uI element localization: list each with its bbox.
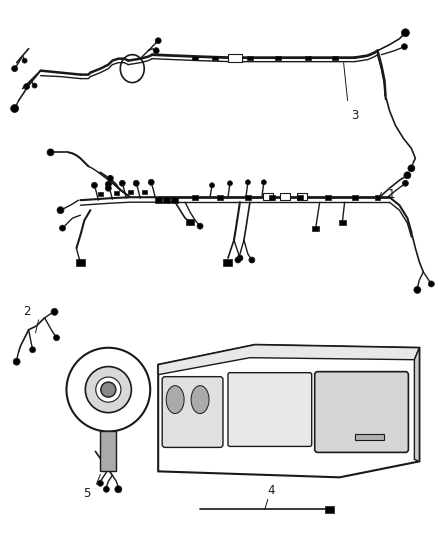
Circle shape bbox=[133, 180, 139, 186]
Circle shape bbox=[148, 179, 154, 185]
Circle shape bbox=[197, 223, 203, 229]
Circle shape bbox=[85, 367, 131, 413]
Circle shape bbox=[414, 286, 421, 293]
Circle shape bbox=[96, 377, 121, 402]
Bar bbox=[217, 195, 223, 200]
Circle shape bbox=[153, 47, 159, 54]
Circle shape bbox=[428, 281, 434, 287]
Circle shape bbox=[235, 257, 241, 263]
Circle shape bbox=[51, 309, 58, 316]
Circle shape bbox=[106, 185, 111, 191]
Circle shape bbox=[237, 255, 243, 261]
Bar bbox=[355, 434, 385, 440]
Bar bbox=[352, 195, 357, 200]
Circle shape bbox=[209, 183, 215, 188]
Bar bbox=[186, 219, 194, 225]
Bar bbox=[142, 190, 147, 194]
Bar bbox=[223, 259, 233, 265]
Circle shape bbox=[408, 165, 415, 172]
Bar bbox=[325, 195, 331, 200]
Bar bbox=[297, 193, 307, 200]
FancyBboxPatch shape bbox=[314, 372, 408, 453]
Text: 1: 1 bbox=[388, 188, 395, 201]
Circle shape bbox=[30, 347, 35, 353]
Bar bbox=[339, 220, 346, 224]
Circle shape bbox=[401, 44, 407, 50]
Bar bbox=[114, 191, 119, 195]
Circle shape bbox=[32, 83, 37, 88]
Bar bbox=[269, 195, 275, 200]
Bar bbox=[212, 55, 218, 60]
Bar bbox=[162, 197, 170, 203]
Circle shape bbox=[67, 348, 150, 432]
Bar bbox=[155, 197, 162, 203]
Circle shape bbox=[12, 66, 18, 71]
Bar bbox=[128, 190, 133, 194]
Circle shape bbox=[97, 480, 103, 486]
Polygon shape bbox=[158, 345, 419, 375]
Bar bbox=[263, 193, 273, 200]
Circle shape bbox=[401, 29, 410, 37]
Circle shape bbox=[404, 172, 411, 179]
Bar bbox=[192, 55, 198, 60]
Bar bbox=[247, 55, 253, 60]
Circle shape bbox=[47, 149, 54, 156]
Circle shape bbox=[103, 486, 110, 492]
Circle shape bbox=[11, 104, 19, 112]
Circle shape bbox=[107, 175, 113, 181]
Ellipse shape bbox=[191, 385, 209, 414]
Circle shape bbox=[245, 180, 251, 185]
Circle shape bbox=[13, 358, 20, 365]
Text: 2: 2 bbox=[23, 305, 31, 318]
Circle shape bbox=[101, 382, 116, 397]
Circle shape bbox=[115, 486, 122, 493]
Bar bbox=[245, 195, 251, 200]
Text: 5: 5 bbox=[83, 487, 90, 500]
Circle shape bbox=[227, 181, 233, 186]
Bar bbox=[228, 54, 242, 62]
Bar bbox=[192, 195, 198, 200]
Bar bbox=[275, 55, 281, 60]
FancyBboxPatch shape bbox=[228, 373, 312, 447]
Circle shape bbox=[60, 225, 66, 231]
Bar bbox=[297, 195, 303, 200]
Circle shape bbox=[53, 335, 60, 341]
Circle shape bbox=[155, 38, 161, 44]
Text: 3: 3 bbox=[352, 109, 359, 122]
Circle shape bbox=[249, 257, 255, 263]
Bar bbox=[312, 225, 319, 231]
Bar bbox=[171, 197, 178, 203]
Circle shape bbox=[403, 180, 408, 186]
Polygon shape bbox=[414, 348, 419, 462]
Bar bbox=[76, 259, 85, 265]
Circle shape bbox=[261, 180, 266, 185]
Polygon shape bbox=[158, 345, 419, 478]
Bar bbox=[280, 193, 290, 200]
Circle shape bbox=[106, 181, 111, 187]
Bar bbox=[332, 55, 338, 60]
Bar bbox=[325, 506, 334, 513]
Circle shape bbox=[119, 180, 125, 186]
Text: 4: 4 bbox=[268, 484, 276, 497]
Bar bbox=[98, 192, 103, 196]
Circle shape bbox=[22, 58, 27, 63]
Circle shape bbox=[57, 207, 64, 214]
Bar bbox=[100, 432, 117, 471]
Ellipse shape bbox=[166, 385, 184, 414]
FancyBboxPatch shape bbox=[162, 377, 223, 447]
Circle shape bbox=[24, 84, 30, 90]
Circle shape bbox=[92, 182, 97, 188]
Bar bbox=[374, 195, 381, 200]
Bar bbox=[305, 55, 311, 60]
